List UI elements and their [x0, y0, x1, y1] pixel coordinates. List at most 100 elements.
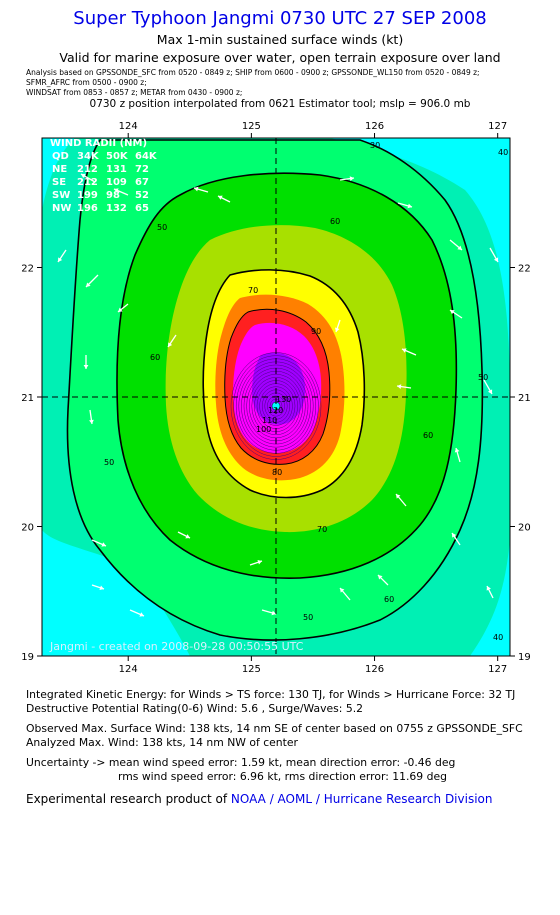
- inner-isotach: [267, 395, 285, 417]
- wind-arrow: [91, 584, 105, 591]
- credit-prefix: Experimental research product of: [26, 792, 231, 806]
- ike-text: Integrated Kinetic Energy: for Winds > T…: [26, 688, 516, 701]
- wind-radii-cell: 98: [106, 190, 120, 201]
- wind-arrow: [451, 532, 461, 546]
- wind-arrow: [129, 609, 145, 617]
- uncertainty-text: Uncertainty -> mean wind speed error: 1.…: [26, 756, 456, 769]
- contour-label: 60: [150, 353, 160, 362]
- wind-band-110kt: [252, 352, 306, 425]
- axis-tick-label: 19: [21, 652, 34, 663]
- axis-tick-label: 126: [365, 664, 384, 675]
- axis-tick-label: 22: [21, 264, 34, 275]
- inner-isotach: [233, 355, 319, 457]
- wind-radii-cell: 196: [77, 203, 98, 214]
- dpr-text: Destructive Potential Rating(0-6) Wind: …: [26, 702, 364, 715]
- isotach-lines: [66, 139, 484, 641]
- inner-isotach: [241, 364, 311, 448]
- contour-label: 130: [276, 395, 291, 404]
- wind-arrow: [483, 379, 493, 395]
- position-line: 0730 z position interpolated from 0621 E…: [89, 98, 471, 110]
- wind-arrow: [261, 609, 277, 616]
- axis-tick-label: 125: [242, 664, 261, 675]
- contour-label: 60: [423, 431, 433, 440]
- wind-arrow: [339, 176, 355, 181]
- axis-tick-label: 127: [488, 121, 507, 132]
- axis-tick-label: 22: [518, 264, 531, 275]
- axis-tick-label: 126: [365, 121, 384, 132]
- wind-arrow: [113, 188, 129, 196]
- axis-tick-label: 127: [488, 664, 507, 675]
- contour-label: 50: [303, 613, 313, 622]
- analysis-sources-line: Analysis based on GPSSONDE_SFC from 0520…: [26, 68, 480, 77]
- chart-subtitle: Max 1-min sustained surface winds (kt): [156, 32, 404, 47]
- wind-arrow: [334, 319, 341, 333]
- wind-arrow: [449, 309, 463, 319]
- isotach-60kt: [116, 172, 458, 580]
- observed-max-text: Observed Max. Surface Wind: 138 kts, 14 …: [26, 722, 523, 735]
- contour-label: 50: [478, 373, 488, 382]
- axis-ticks: [37, 133, 515, 661]
- wind-arrow: [377, 574, 389, 586]
- wind-arrow: [454, 447, 461, 463]
- wind-arrow: [167, 334, 177, 348]
- chart-subtitle-exposure: Valid for marine exposure over water, op…: [59, 50, 501, 65]
- contour-label: 50: [157, 223, 167, 232]
- inner-isotach: [248, 374, 304, 439]
- wind-radii-header: WIND RADII (NM): [50, 138, 147, 149]
- analysis-sources-line: SFMR_AFRC from 0500 - 0900 z;: [26, 78, 147, 87]
- wind-vector-arrows: [57, 173, 499, 617]
- isotach-80kt: [224, 308, 331, 465]
- wind-arrow: [489, 247, 499, 263]
- contour-label: 40: [498, 148, 508, 157]
- contour-label: 110: [262, 416, 277, 425]
- wind-radii-rows: NE 212 131 72 SE 212 109 67 SW 199 98 52 NW 196 132 65: [52, 164, 149, 214]
- wind-arrow: [83, 355, 89, 369]
- contour-label: 50: [104, 458, 114, 467]
- wind-arrow: [177, 531, 191, 539]
- contour-label: 100: [256, 425, 271, 434]
- wind-arrow: [91, 539, 107, 547]
- wind-radii-cell: 212: [77, 164, 98, 175]
- analysis-sources-line: WINDSAT from 0853 - 0857 z; METAR from 0…: [26, 88, 243, 97]
- wind-radii-col: QD: [52, 151, 69, 162]
- wind-radii-col: 64K: [135, 151, 158, 162]
- wind-radii-cell: NE: [52, 164, 67, 175]
- wind-arrow: [486, 585, 494, 599]
- map-footer-label: Jangmi - created on 2008-09-28 00:50:55 …: [49, 640, 304, 653]
- axis-tick-labels: 124 124 125 125 126 126 127 127 19 19 20 20 21 21 22 22: [21, 121, 530, 675]
- hrd-link[interactable]: NOAA / AOML / Hurricane Research Divisio…: [230, 792, 493, 806]
- contour-label: 40: [493, 633, 503, 642]
- wind-radii-table: WIND RADII (NM) QD 34K 50K 64K NE 212 131 7…: [50, 138, 158, 214]
- wind-radii-cell: NW: [52, 203, 71, 214]
- chart-title: Super Typhoon Jangmi 0730 UTC 27 SEP 200…: [73, 8, 487, 29]
- wind-radii-cell: 132: [106, 203, 127, 214]
- wind-arrow: [89, 409, 94, 425]
- contour-label: 70: [248, 286, 258, 295]
- inner-isotach: [251, 377, 301, 436]
- axis-tick-label: 21: [518, 393, 531, 404]
- credit-line: Experimental research product of NOAA / …: [26, 792, 492, 806]
- contour-label: 60: [384, 595, 394, 604]
- wind-radii-col: 50K: [106, 151, 129, 162]
- axis-tick-label: 20: [21, 523, 34, 534]
- axis-tick-label: 20: [518, 523, 531, 534]
- wind-radii-cell: 131: [106, 164, 127, 175]
- contour-label: 60: [330, 217, 340, 226]
- axis-tick-label: 19: [518, 652, 531, 663]
- wind-arrow: [249, 559, 263, 566]
- wind-arrow: [193, 186, 209, 193]
- wind-arrow: [395, 493, 407, 507]
- wind-radii-col: 34K: [77, 151, 100, 162]
- wind-arrow: [117, 303, 129, 313]
- analyzed-max-text: Analyzed Max. Wind: 138 kts, 14 nm NW of…: [26, 736, 298, 749]
- contour-label: 70: [317, 525, 327, 534]
- wind-arrow: [80, 173, 96, 183]
- contour-label: 30: [370, 141, 380, 150]
- inner-isotach: [259, 386, 293, 426]
- wind-radii-cell: 72: [135, 164, 149, 175]
- axis-tick-label: 124: [119, 121, 138, 132]
- wind-arrow: [449, 239, 463, 251]
- wind-arrow: [217, 195, 231, 203]
- wind-arrow: [339, 587, 351, 601]
- wind-arrow: [85, 274, 99, 288]
